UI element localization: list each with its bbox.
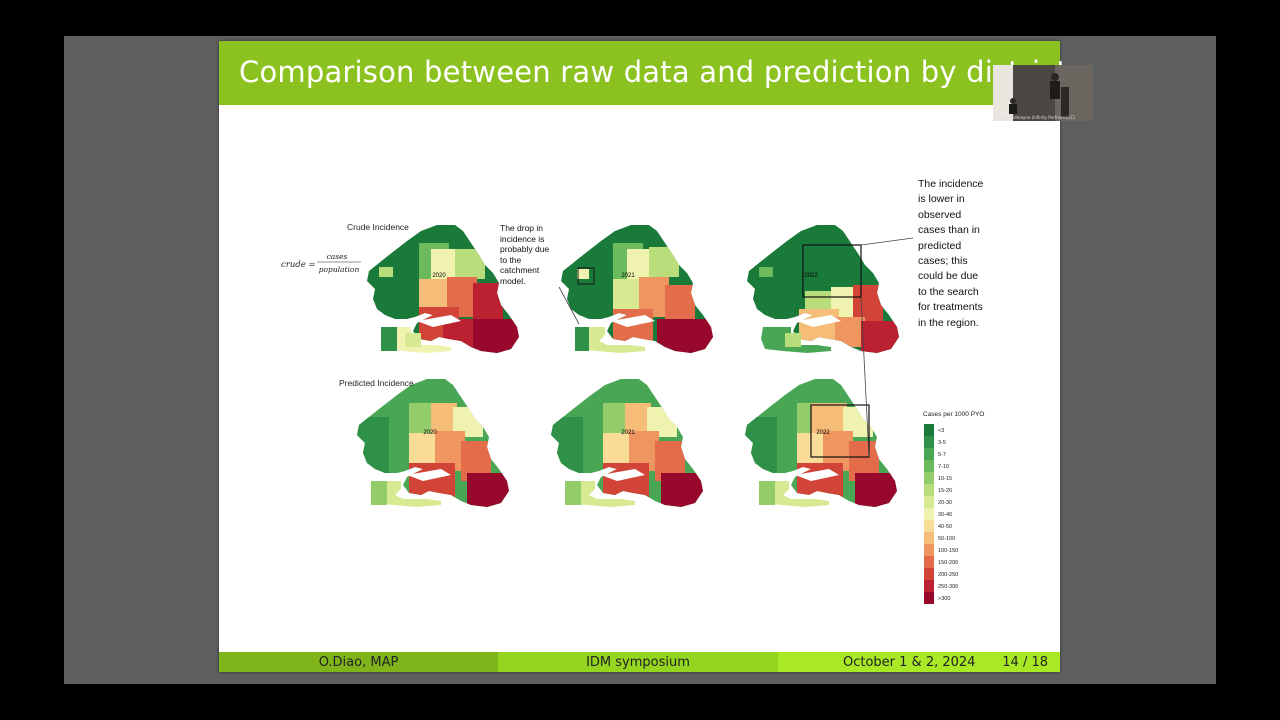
speaker-video	[993, 65, 1093, 121]
legend-label: 30-40	[938, 512, 952, 518]
map-predicted-2020	[357, 379, 509, 507]
legend-label: 7-10	[938, 464, 949, 470]
maps-figure: 2020 2021 2022 2020 2021 2022 Crude Inci…	[281, 222, 984, 604]
legend-label: 15-20	[938, 488, 952, 494]
connector-line-drop	[558, 286, 580, 325]
legend-title: Cases per 1000 PYO	[923, 411, 984, 418]
year-label: 2020	[423, 430, 437, 436]
footer-page-number: 14 / 18	[1002, 654, 1048, 670]
map-crude-2022	[747, 225, 899, 353]
legend-label: 5-7	[938, 452, 946, 458]
legend-swatch	[924, 460, 934, 472]
slide-title: Comparison between raw data and predicti…	[239, 55, 1068, 89]
legend-label: >300	[938, 596, 950, 602]
legend-swatch	[924, 580, 934, 592]
year-label: 2021	[621, 273, 635, 279]
note-right: The incidence is lower in observed cases…	[918, 178, 984, 329]
legend-swatch	[924, 556, 934, 568]
predicted-incidence-label: Predicted Incidence	[339, 378, 414, 388]
legend-swatch	[924, 508, 934, 520]
legend-label: 200-250	[938, 572, 958, 578]
footer-event: IDM symposium	[498, 652, 778, 672]
map-predicted-2021	[551, 379, 703, 507]
webcam-caption: Calum Redmayne (Infinity Partners LLC)	[995, 115, 1075, 120]
formula-lhs: crude =	[281, 260, 316, 270]
legend-swatch	[924, 472, 934, 484]
legend-label: 50-100	[938, 536, 955, 542]
footer-date: October 1 & 2, 2024	[843, 654, 976, 670]
connector-line-bottom	[860, 296, 870, 458]
footer-author: O.Diao, MAP	[219, 652, 498, 672]
legend-label: 10-15	[938, 476, 952, 482]
legend-label: <3	[938, 428, 944, 434]
webcam-thumbnail: Calum Redmayne (Infinity Partners LLC)	[993, 65, 1093, 121]
legend-label: 3-5	[938, 440, 946, 446]
year-label: 2022	[804, 273, 818, 279]
legend-swatch	[924, 496, 934, 508]
title-bar: Comparison between raw data and predicti…	[219, 41, 1068, 105]
legend-swatch	[924, 520, 934, 532]
year-label: 2021	[621, 430, 635, 436]
formula-denominator: population	[319, 265, 360, 274]
legend-swatch	[924, 568, 934, 580]
connector-line-top	[860, 237, 914, 246]
legend-label: 20-30	[938, 500, 952, 506]
legend-swatch	[924, 532, 934, 544]
note-drop: The drop in incidence is probably due to…	[500, 223, 550, 286]
legend-swatch	[924, 448, 934, 460]
crude-incidence-label: Crude Incidence	[347, 222, 409, 232]
legend-label: 150-200	[938, 560, 958, 566]
legend-label: 40-50	[938, 524, 952, 530]
year-label: 2022	[816, 430, 830, 436]
legend-swatch	[924, 484, 934, 496]
slide-footer: O.Diao, MAP IDM symposium October 1 & 2,…	[219, 652, 1060, 672]
map-crude-2020	[367, 225, 519, 353]
year-label: 2020	[432, 273, 446, 279]
map-crude-2021	[561, 225, 713, 353]
formula-numerator: cases	[327, 252, 348, 261]
legend-swatch	[924, 544, 934, 556]
legend-swatch	[924, 436, 934, 448]
legend-label: 250-300	[938, 584, 958, 590]
legend: <3 3-5 5-7 7-10 10-15 15-20 20-30 30-40 40-50 50-…	[924, 424, 958, 604]
presentation-slide: Comparison between raw data and predicti…	[219, 41, 1068, 672]
legend-label: 100-150	[938, 548, 958, 554]
map-predicted-2022	[745, 379, 897, 507]
legend-swatch	[924, 424, 934, 436]
footer-right: October 1 & 2, 2024 14 / 18	[778, 652, 1060, 672]
legend-swatch	[924, 592, 934, 604]
